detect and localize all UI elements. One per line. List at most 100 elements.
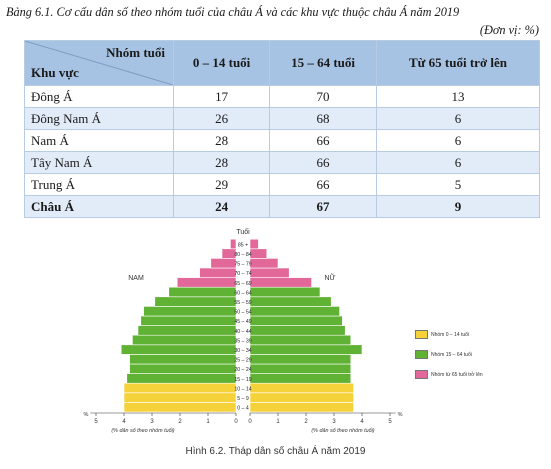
male-bar — [210, 258, 237, 269]
legend-item-15-64: Nhóm 15 – 64 tuổi — [415, 350, 472, 359]
col-header-0-14: 0 – 14 tuổi — [172, 40, 271, 86]
value-cell: 66 — [269, 173, 377, 196]
value-cell: 70 — [269, 85, 377, 108]
legend-item-65-plus: Nhóm từ 65 tuổi trở lên — [415, 370, 483, 379]
legend-label: Nhóm 0 – 14 tuổi — [431, 331, 470, 338]
male-bar — [123, 392, 237, 403]
table-row-total: Châu Á 24 67 9 — [24, 195, 541, 218]
age-tick-label: 30 – 34 — [234, 348, 251, 354]
region-cell: Tây Nam Á — [24, 151, 174, 174]
table-row: Trung Á 29 66 5 — [24, 173, 541, 196]
x-tick-label: 0 — [234, 419, 238, 425]
legend-swatch-pink — [415, 370, 428, 379]
age-tick-label: 60 – 64 — [234, 290, 251, 296]
col-header-65-plus: Từ 65 tuổi trở lên — [375, 40, 541, 86]
x-tick-label: 1 — [206, 419, 210, 425]
female-bar — [249, 267, 290, 278]
female-bar — [249, 258, 279, 269]
age-tick-label: 75 – 79 — [234, 262, 251, 268]
corner-top-label: Nhóm tuổi — [106, 45, 165, 60]
male-bar — [154, 296, 237, 307]
female-bar — [249, 382, 354, 394]
age-tick-label: 50 – 54 — [234, 310, 251, 316]
corner-bottom-label: Khu vực — [31, 65, 79, 80]
value-cell: 6 — [375, 129, 541, 152]
male-bar — [120, 344, 237, 355]
female-bar — [249, 344, 363, 355]
corner-diagonal — [25, 41, 173, 85]
x-tick-label: 5 — [94, 419, 98, 425]
female-bar — [249, 325, 346, 336]
male-bar — [129, 363, 237, 374]
value-cell: 24 — [172, 195, 271, 218]
female-label: NỮ — [324, 273, 335, 282]
male-bar — [129, 354, 237, 365]
male-bar — [123, 382, 237, 394]
value-cell: 68 — [269, 107, 377, 130]
female-bar — [249, 354, 352, 365]
age-tick-label: 70 – 74 — [234, 271, 251, 277]
region-cell: Châu Á — [24, 195, 174, 218]
age-tick-label: 40 – 44 — [234, 329, 251, 335]
x-tick-label: 5 — [388, 419, 392, 425]
female-bar — [249, 296, 332, 307]
female-bar — [249, 286, 321, 298]
age-tick-label: 35 – 39 — [234, 338, 251, 344]
table-caption: Bảng 6.1. Cơ cấu dân số theo nhóm tuổi c… — [6, 5, 460, 19]
x-tick-label: 3 — [150, 419, 154, 425]
value-cell: 28 — [172, 151, 271, 174]
age-tick-label: 25 – 29 — [234, 358, 251, 364]
value-cell: 9 — [375, 195, 541, 218]
table-row: Đông Á 17 70 13 — [24, 85, 541, 108]
value-cell: 66 — [269, 129, 377, 152]
region-cell: Trung Á — [24, 173, 174, 196]
legend-swatch-green — [415, 350, 428, 359]
age-tick-label: 55 – 59 — [234, 300, 251, 306]
female-bar — [249, 402, 354, 413]
table-corner-header: Nhóm tuổi Khu vực — [24, 40, 174, 86]
region-cell: Nam Á — [24, 129, 174, 152]
male-bar — [140, 315, 237, 326]
x-axis-label-left: (% dân số theo nhóm tuổi) — [111, 427, 174, 434]
x-tick-label: 2 — [304, 419, 308, 425]
value-cell: 6 — [375, 151, 541, 174]
value-cell: 28 — [172, 129, 271, 152]
age-tick-label: 65 – 69 — [234, 281, 251, 287]
male-bar — [230, 238, 237, 250]
male-bar — [176, 277, 237, 288]
table-row: Đông Nam Á 26 68 6 — [24, 107, 541, 130]
x-tick-label: 3 — [332, 419, 336, 425]
figure-caption: Hình 6.2. Tháp dân số châu Á năm 2019 — [185, 446, 366, 457]
value-cell: 29 — [172, 173, 271, 196]
female-bar — [249, 334, 352, 346]
female-bar — [249, 306, 340, 317]
female-bar — [249, 363, 352, 374]
age-tick-label: 20 – 24 — [234, 367, 251, 373]
x-tick-label: 1 — [276, 419, 280, 425]
value-cell: 5 — [375, 173, 541, 196]
value-cell: 13 — [375, 85, 541, 108]
legend-item-0-14: Nhóm 0 – 14 tuổi — [415, 330, 469, 339]
x-tick-label: 4 — [122, 419, 126, 425]
age-tick-label: 15 – 19 — [234, 377, 251, 383]
age-tick-label: 10 – 14 — [234, 386, 251, 392]
legend-swatch-yellow — [415, 330, 428, 339]
male-bar — [123, 402, 237, 413]
male-bar — [132, 334, 237, 346]
male-bar — [137, 325, 237, 336]
x-tick-label: 4 — [360, 419, 364, 425]
female-bar — [249, 277, 312, 288]
male-bar — [221, 248, 237, 259]
age-tick-label: 85 + — [238, 242, 248, 248]
value-cell: 67 — [269, 195, 377, 218]
x-tick-label: 2 — [178, 419, 182, 425]
male-bar — [168, 286, 237, 298]
legend-label: Nhóm 15 – 64 tuổi — [431, 351, 472, 358]
x-unit-right: % — [398, 412, 403, 418]
x-tick-label: 0 — [248, 419, 252, 425]
male-bar — [126, 373, 237, 384]
female-bar — [249, 392, 354, 403]
table-unit: (Đơn vị: %) — [479, 23, 539, 37]
value-cell: 66 — [269, 151, 377, 174]
